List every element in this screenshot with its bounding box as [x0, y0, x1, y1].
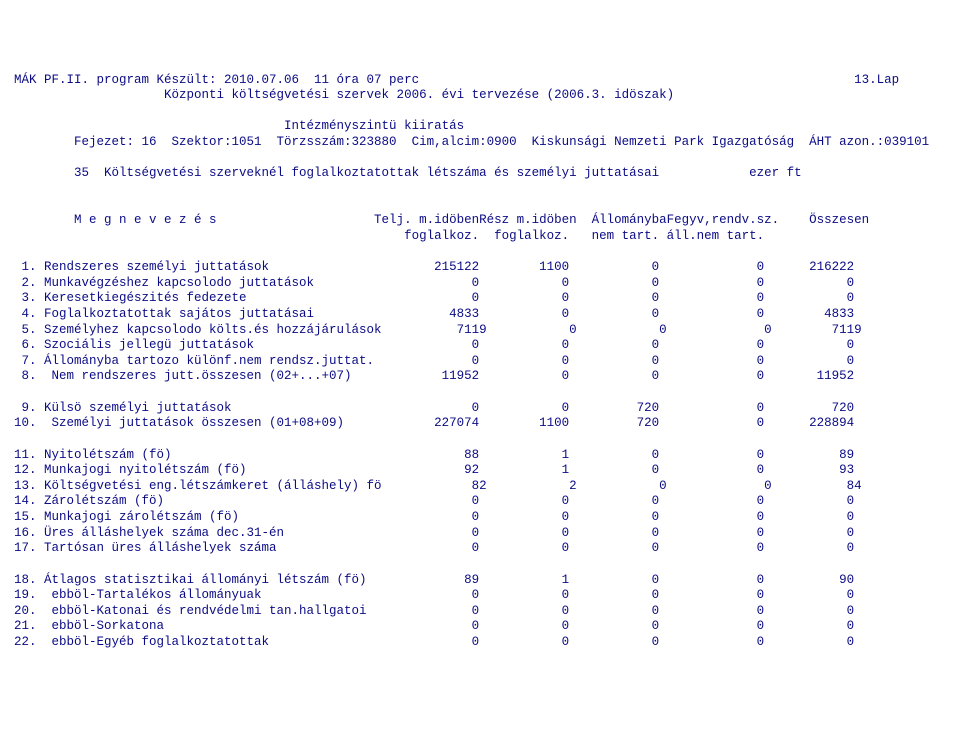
line-0: MÁK PF.II. program Készült: 2010.07.06 1… — [14, 73, 946, 89]
line-33: 19. ebböl-Tartalékos állományuak 0 0 0 0… — [14, 588, 946, 604]
line-35: 21. ebböl-Sorkatona 0 0 0 0 0 — [14, 619, 946, 635]
line-11 — [14, 244, 946, 260]
line-4: Fejezet: 16 Szektor:1051 Törzsszám:32388… — [14, 135, 946, 151]
line-22: 10. Személyi juttatások összesen (01+08+… — [14, 416, 946, 432]
line-25: 12. Munkajogi nyitolétszám (fö) 92 1 0 0… — [14, 463, 946, 479]
line-20 — [14, 385, 946, 401]
line-31 — [14, 557, 946, 573]
line-10: foglalkoz. foglalkoz. nem tart. áll.nem … — [14, 229, 946, 245]
line-21: 9. Külsö személyi juttatások 0 0 720 0 7… — [14, 401, 946, 417]
line-6: 35 Költségvetési szerveknél foglalkoztat… — [14, 166, 946, 182]
line-3: Intézményszintü kiiratás — [14, 119, 946, 135]
line-2 — [14, 104, 946, 120]
line-14: 3. Keresetkiegészités fedezete 0 0 0 0 0 — [14, 291, 946, 307]
line-9: M e g n e v e z é s Telj. m.idöbenRész m… — [14, 213, 946, 229]
line-24: 11. Nyitolétszám (fö) 88 1 0 0 89 — [14, 448, 946, 464]
line-16: 5. Személyhez kapcsolodo költs.és hozzáj… — [14, 323, 946, 339]
line-27: 14. Zárolétszám (fö) 0 0 0 0 0 — [14, 494, 946, 510]
line-26: 13. Költségvetési eng.létszámkeret (állá… — [14, 479, 946, 495]
line-17: 6. Szociális jellegü juttatások 0 0 0 0 … — [14, 338, 946, 354]
line-36: 22. ebböl-Egyéb foglalkoztatottak 0 0 0 … — [14, 635, 946, 651]
line-7 — [14, 182, 946, 198]
line-18: 7. Állományba tartozo különf.nem rendsz.… — [14, 354, 946, 370]
report-body: MÁK PF.II. program Készült: 2010.07.06 1… — [14, 73, 946, 651]
line-28: 15. Munkajogi zárolétszám (fö) 0 0 0 0 0 — [14, 510, 946, 526]
line-1: Központi költségvetési szervek 2006. évi… — [14, 88, 946, 104]
line-13: 2. Munkavégzéshez kapcsolodo juttatások … — [14, 276, 946, 292]
line-23 — [14, 432, 946, 448]
line-8 — [14, 198, 946, 214]
line-5 — [14, 151, 946, 167]
line-15: 4. Foglalkoztatottak sajátos juttatásai … — [14, 307, 946, 323]
line-34: 20. ebböl-Katonai és rendvédelmi tan.hal… — [14, 604, 946, 620]
line-30: 17. Tartósan üres álláshelyek száma 0 0 … — [14, 541, 946, 557]
line-32: 18. Átlagos statisztikai állományi létsz… — [14, 573, 946, 589]
line-12: 1. Rendszeres személyi juttatások 215122… — [14, 260, 946, 276]
line-29: 16. Üres álláshelyek száma dec.31-én 0 0… — [14, 526, 946, 542]
line-19: 8. Nem rendszeres jutt.összesen (02+...+… — [14, 369, 946, 385]
